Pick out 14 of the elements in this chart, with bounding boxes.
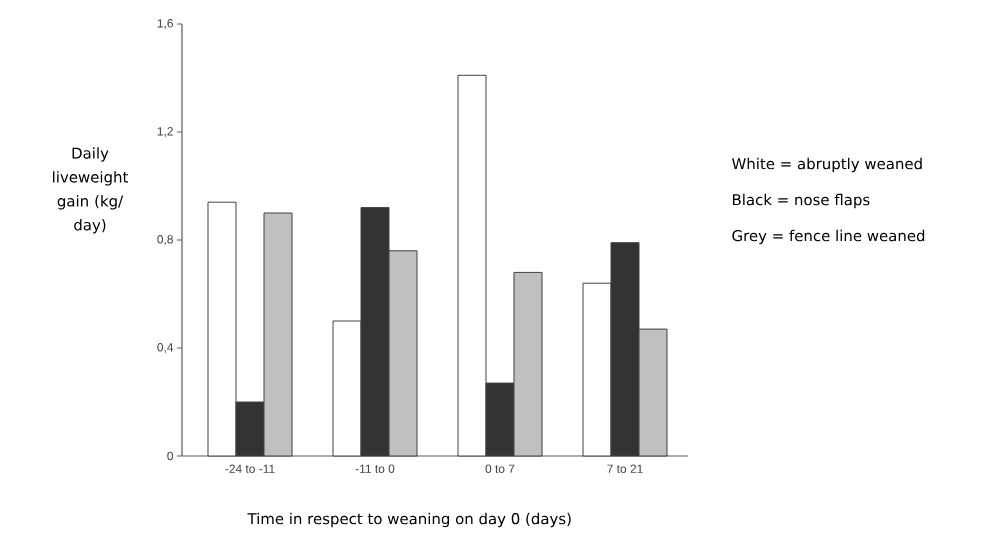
x-tick-label: -24 to -11 <box>225 464 275 473</box>
x-tick-label: 7 to 21 <box>607 464 643 473</box>
y-tick-label: 0,8 <box>157 235 173 245</box>
text: White = abruptly weaned <box>732 157 922 173</box>
y-axis-title: Daily liveweight gain (kg/ day) <box>53 147 129 234</box>
x-axis-title: Time in respect to weaning on day 0 (days) <box>247 512 571 528</box>
x-tick-label: 0 to 7 <box>485 464 515 473</box>
y-tick-label: 0 <box>167 451 174 461</box>
y-tick-label: 1,2 <box>157 127 173 137</box>
x-tick-label: -11 to 0 <box>355 464 395 473</box>
y-tick-label: 1,6 <box>157 19 173 29</box>
y-tick-label: 0,4 <box>157 343 174 353</box>
text: Grey = fence line weaned <box>732 229 925 245</box>
text: Black = nose flaps <box>733 193 870 209</box>
